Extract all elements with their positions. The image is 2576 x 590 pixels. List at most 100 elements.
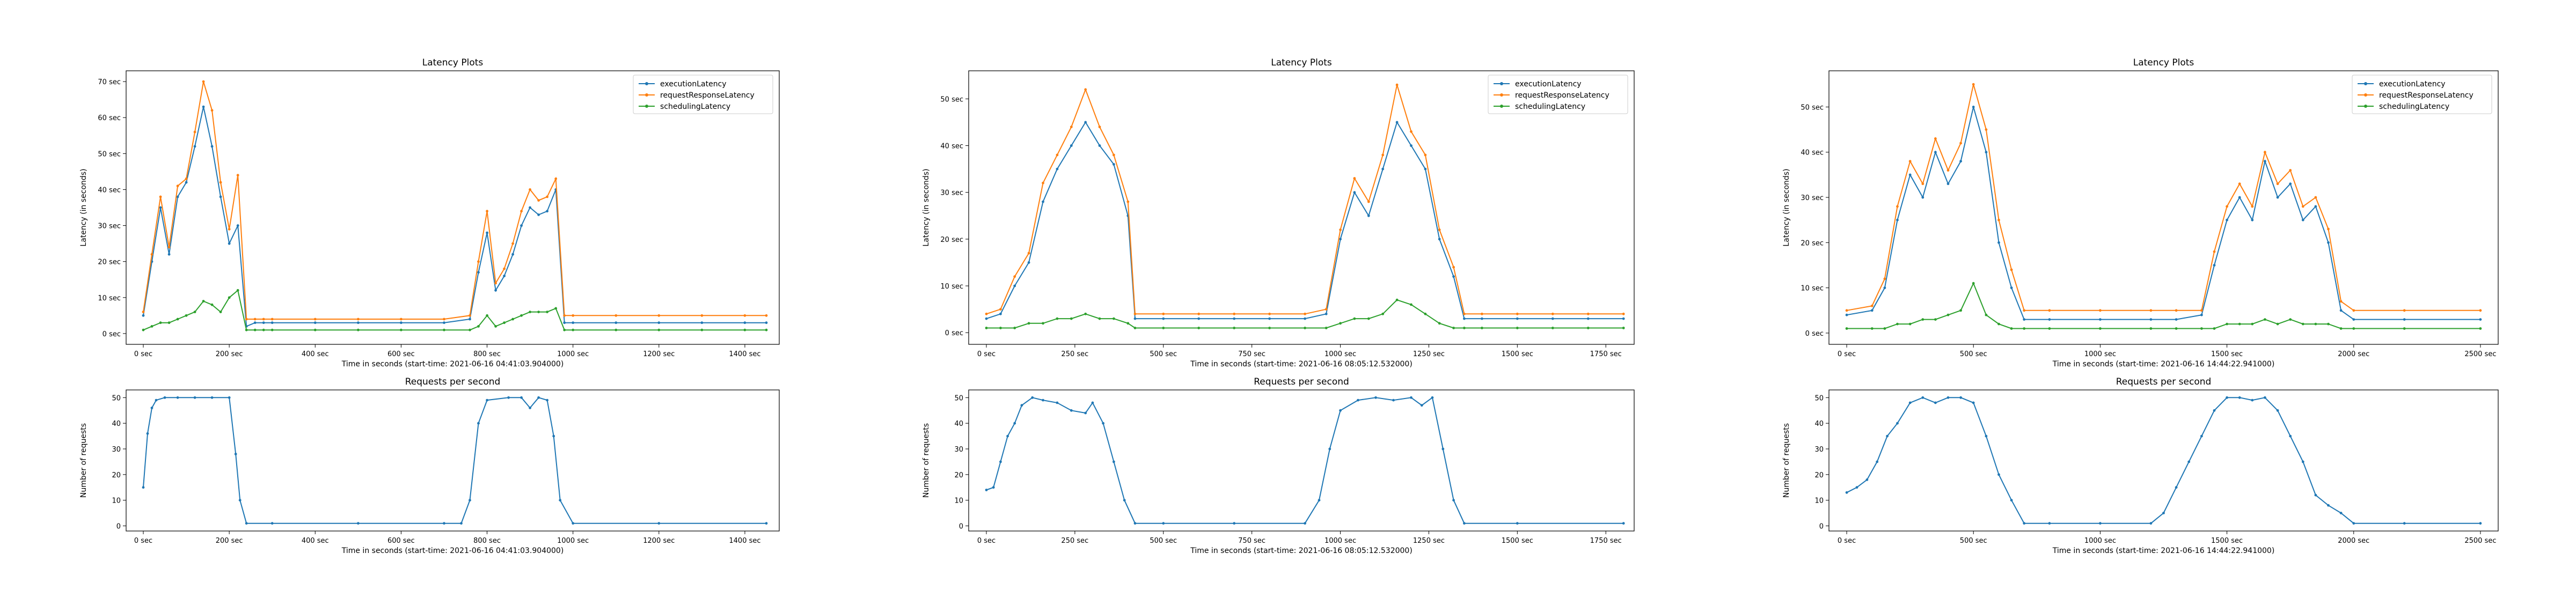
data-point xyxy=(765,328,768,331)
chart-panel-5: Latency Plots 0 sec 500 sec 1000 sec 1500 se… xyxy=(1782,57,2499,368)
data-point xyxy=(1410,303,1413,306)
data-point xyxy=(1027,252,1030,255)
data-point xyxy=(1551,317,1554,320)
series-line-schedulingLatency xyxy=(1847,282,2480,329)
data-point xyxy=(1908,173,1912,176)
data-point xyxy=(477,271,480,274)
y-tick-label: 20 xyxy=(954,471,963,480)
data-point xyxy=(1392,399,1395,402)
data-point xyxy=(313,328,317,331)
x-tick-label: 1500 sec xyxy=(2211,350,2243,358)
y-tick-label: 0 xyxy=(116,522,121,530)
data-point xyxy=(163,396,166,399)
data-point xyxy=(765,321,768,324)
data-point xyxy=(1463,522,1466,525)
data-point xyxy=(1113,163,1115,166)
data-point xyxy=(1162,317,1165,320)
series-line-requests xyxy=(143,397,766,524)
data-point xyxy=(563,321,566,324)
data-point xyxy=(537,311,540,313)
data-point xyxy=(1410,396,1413,399)
chart-panel-6: Requests per second 0 sec 500 sec 1000 sec 1… xyxy=(1782,377,2499,555)
data-point xyxy=(2339,327,2343,330)
data-point xyxy=(1126,322,1130,325)
data-point xyxy=(253,318,257,321)
data-point xyxy=(2314,322,2317,326)
data-point xyxy=(2226,322,2228,326)
y-tick-label: 10 sec xyxy=(98,294,121,303)
data-point xyxy=(1622,522,1625,525)
data-point xyxy=(743,314,747,317)
data-point xyxy=(1551,327,1554,329)
data-point xyxy=(477,422,480,425)
data-point xyxy=(2238,322,2241,326)
data-point xyxy=(2403,327,2406,330)
data-point xyxy=(700,314,704,317)
data-point xyxy=(985,317,988,320)
data-point xyxy=(167,246,171,249)
data-point xyxy=(2175,327,2178,330)
x-axis-label: Time in seconds (start-time: 2021-06-16 … xyxy=(341,547,564,555)
data-point xyxy=(2264,151,2266,154)
data-point xyxy=(529,311,531,313)
data-point xyxy=(2226,396,2228,399)
data-point xyxy=(1324,327,1328,329)
data-point xyxy=(1304,317,1307,320)
data-point xyxy=(2403,309,2406,312)
data-point xyxy=(2479,309,2482,312)
data-point xyxy=(1027,261,1030,264)
data-point xyxy=(155,399,158,402)
legend-entry: schedulingLatency xyxy=(660,102,730,111)
data-point xyxy=(1070,409,1073,412)
data-point xyxy=(999,460,1002,463)
data-point xyxy=(150,253,153,256)
data-point xyxy=(1084,88,1087,91)
data-point xyxy=(1318,499,1321,502)
legend-entry: schedulingLatency xyxy=(2379,102,2449,111)
data-point xyxy=(1031,396,1034,399)
data-point xyxy=(2213,250,2216,253)
data-point xyxy=(1959,396,1963,399)
x-tick-label: 250 sec xyxy=(1061,350,1088,358)
y-tick-label: 20 sec xyxy=(98,259,121,267)
data-point xyxy=(999,312,1002,315)
x-tick-label: 1000 sec xyxy=(557,350,589,358)
data-point xyxy=(700,328,704,331)
data-point xyxy=(985,489,988,491)
x-axis-label: Time in seconds (start-time: 2021-06-16 … xyxy=(2052,547,2275,555)
data-point xyxy=(1886,434,1889,438)
data-point xyxy=(2276,196,2279,199)
x-tick-label: 1200 sec xyxy=(643,350,675,358)
data-point xyxy=(1845,313,1848,316)
x-tick-label: 250 sec xyxy=(1061,537,1088,545)
y-axis-label: Latency (in seconds) xyxy=(79,168,88,246)
data-point xyxy=(1381,312,1385,315)
data-point xyxy=(1424,167,1427,171)
data-point xyxy=(494,325,497,328)
data-point xyxy=(2339,512,2343,514)
data-point xyxy=(234,453,237,455)
series-line-requests xyxy=(1846,397,2480,524)
data-point xyxy=(486,210,488,213)
data-point xyxy=(1883,327,1886,330)
data-point xyxy=(1452,327,1455,329)
data-point xyxy=(2289,318,2292,321)
series-line-executionLatency xyxy=(1846,107,2480,320)
data-point xyxy=(511,253,514,256)
data-point xyxy=(520,224,523,227)
data-point xyxy=(1463,317,1466,320)
data-point xyxy=(563,314,566,317)
data-point xyxy=(614,328,618,331)
data-point xyxy=(494,289,497,292)
data-point xyxy=(2251,322,2254,326)
data-point xyxy=(2023,327,2026,330)
data-point xyxy=(999,308,1002,311)
data-point xyxy=(1855,486,1858,489)
data-point xyxy=(529,206,531,209)
data-point xyxy=(146,432,149,435)
data-point xyxy=(219,195,222,198)
data-point xyxy=(1997,218,2000,222)
data-point xyxy=(1328,447,1331,451)
x-tick-label: 1250 sec xyxy=(1413,537,1445,545)
x-tick-label: 600 sec xyxy=(387,537,415,545)
